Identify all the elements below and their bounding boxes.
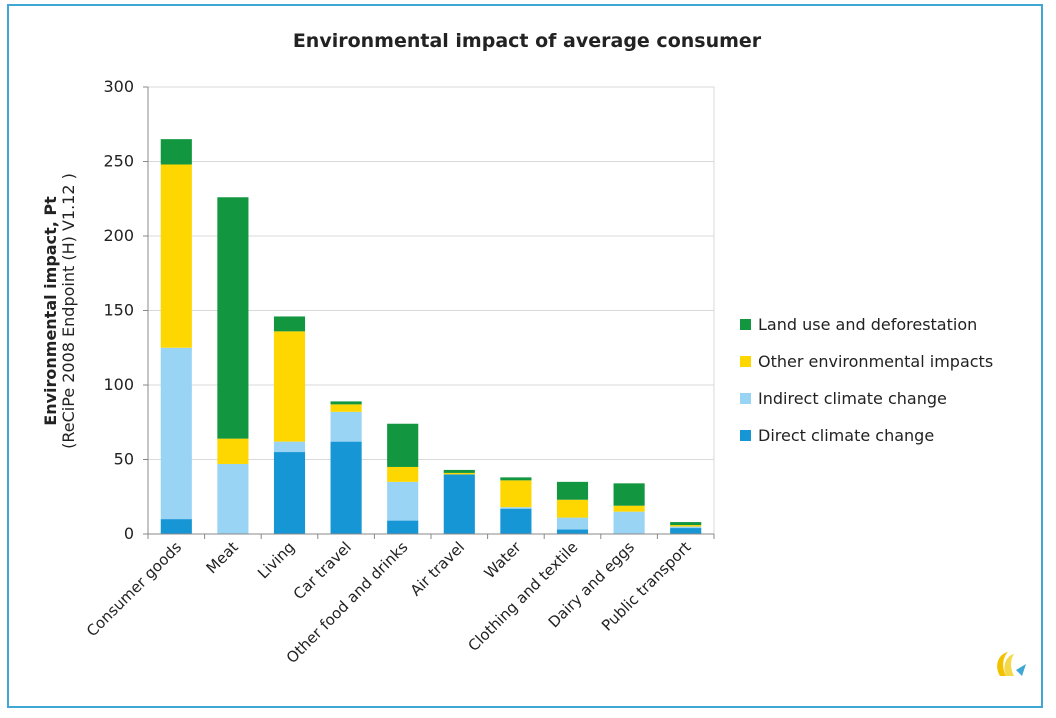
bar-segment: [670, 525, 702, 527]
axes: [143, 86, 715, 539]
bar-segment: [160, 164, 192, 348]
y-tick-label: 50: [114, 450, 134, 469]
y-tick-label: 250: [103, 152, 134, 171]
bar-segment: [273, 316, 306, 332]
legend-label: Direct climate change: [758, 426, 934, 445]
bar-segment: [613, 505, 645, 512]
y-tick-label: 300: [103, 77, 134, 96]
legend-swatch: [740, 393, 751, 404]
legend-label: Land use and deforestation: [758, 315, 977, 334]
bar-segment: [273, 331, 306, 442]
bar-segment: [387, 481, 419, 521]
bar-segment: [556, 517, 589, 530]
legend-swatch: [740, 319, 751, 330]
bar-segment: [387, 423, 419, 467]
bars: [160, 139, 702, 534]
bar-segment: [500, 508, 532, 534]
x-category-label: Air travel: [407, 538, 468, 599]
bar-segment: [330, 411, 362, 442]
x-category-label: Meat: [203, 538, 242, 577]
legend-swatch: [740, 430, 751, 441]
y-axis-label: Environmental impact, Pt (ReCiPe 2008 En…: [41, 173, 78, 449]
bar-segment: [160, 347, 192, 520]
y-tick-label: 0: [124, 524, 134, 543]
x-category-label: Clothing and textile: [464, 538, 581, 655]
bar-segment: [217, 463, 249, 534]
legend-label: Indirect climate change: [758, 389, 947, 408]
legend-label: Other environmental impacts: [758, 352, 993, 371]
x-category-label: Water: [481, 538, 526, 583]
bar-segment: [217, 438, 249, 464]
x-category-label: Living: [254, 538, 298, 582]
x-category-label: Consumer goods: [83, 538, 185, 640]
chart-title: Environmental impact of average consumer: [293, 30, 762, 52]
bar-segment: [443, 472, 475, 475]
y-tick-label: 100: [103, 375, 134, 394]
bar-segment: [670, 528, 702, 534]
bar-segment: [556, 499, 589, 518]
legend: Land use and deforestation Other environm…: [740, 315, 993, 445]
bar-segment: [273, 452, 306, 534]
bar-segment: [556, 529, 589, 534]
y-tick-label: 150: [103, 301, 134, 320]
bar-segment: [330, 404, 362, 412]
bar-segment: [556, 481, 589, 500]
legend-swatch: [740, 356, 751, 367]
bar-segment: [500, 477, 532, 481]
bar-segment: [387, 466, 419, 482]
bar-segment: [330, 441, 362, 534]
bar-segment: [160, 139, 192, 165]
bar-segment: [500, 507, 532, 509]
bar-segment: [330, 401, 362, 405]
logo-icon: [997, 652, 1026, 676]
y-tick-labels: 0 50 100 150 200 250 300: [103, 77, 134, 543]
bar-segment: [217, 197, 249, 439]
y-axis-label-line2: (ReCiPe 2008 Endpoint (H) V1.12 ): [59, 173, 78, 449]
bar-segment: [613, 483, 645, 506]
bar-segment: [387, 520, 419, 534]
bar-segment: [670, 526, 702, 529]
bar-segment: [613, 511, 645, 534]
bar-segment: [273, 441, 306, 453]
bar-segment: [670, 522, 702, 526]
bar-segment: [443, 474, 475, 534]
bar-segment: [443, 469, 475, 473]
bar-segment: [160, 519, 192, 534]
y-axis-label-line1: Environmental impact, Pt: [41, 196, 60, 426]
bar-segment: [500, 480, 532, 508]
y-tick-label: 200: [103, 226, 134, 245]
